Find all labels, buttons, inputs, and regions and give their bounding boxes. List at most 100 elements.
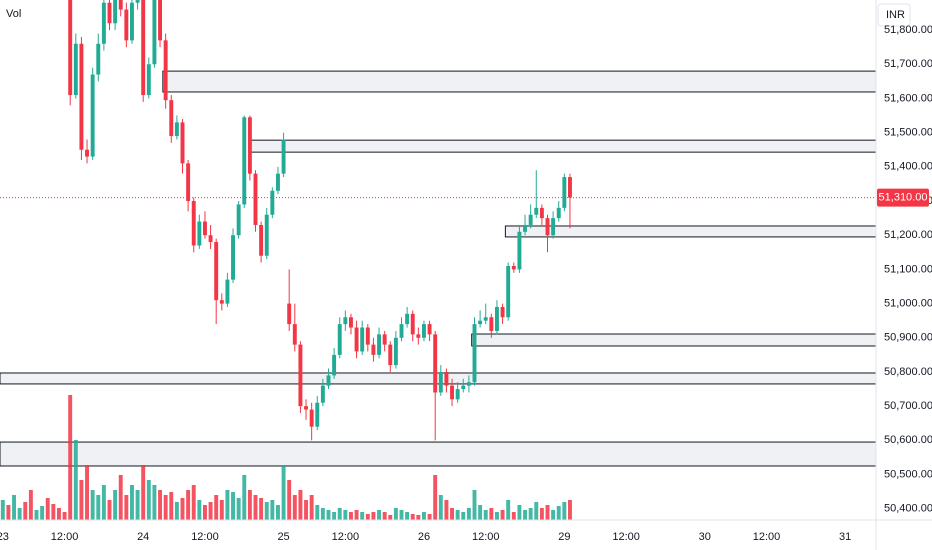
volume-bar — [197, 500, 202, 520]
candle-body — [567, 177, 572, 198]
candle-body — [461, 385, 466, 390]
x-tick-label: 12:00 — [332, 531, 360, 543]
candle-body — [354, 327, 359, 352]
candle-body — [483, 317, 488, 321]
candle-body — [348, 317, 353, 328]
y-tick-label: 50,600.00 — [884, 434, 932, 446]
last-price-tag — [877, 188, 929, 207]
candle-body — [360, 327, 365, 352]
candle-body — [174, 122, 179, 137]
volume-bar — [180, 498, 185, 520]
x-tick-label: 24 — [137, 531, 149, 543]
candle-body — [539, 207, 544, 219]
volume-bar — [287, 480, 292, 520]
volume-bar — [85, 465, 90, 520]
volume-bar — [96, 495, 101, 520]
candle-body — [343, 317, 348, 325]
candle-body — [494, 307, 499, 331]
volume-bar — [421, 512, 426, 520]
volume-bar — [146, 480, 151, 520]
plot-area — [0, 0, 876, 520]
volume-label: Vol — [6, 8, 21, 20]
volume-bar — [517, 505, 522, 520]
candle-body — [73, 43, 78, 96]
volume-bar — [0, 500, 5, 520]
volume-bar — [461, 512, 466, 520]
candle-body — [231, 235, 236, 280]
volume-bar — [174, 502, 179, 520]
x-tick-label: 30 — [699, 531, 711, 543]
y-tick-label: 51,800.00 — [884, 24, 932, 36]
candle-body — [141, 0, 146, 96]
volume-bar — [320, 508, 325, 520]
currency-box — [877, 3, 911, 27]
volume-bar — [382, 512, 387, 520]
candle-body — [124, 9, 129, 41]
y-tick-label: 51,400.00 — [884, 161, 932, 173]
last-price-label: 51,310.00 — [879, 192, 928, 204]
candle-body — [118, 0, 123, 10]
candle-body — [562, 177, 567, 208]
candle-body — [534, 207, 539, 215]
candle-body — [545, 218, 550, 236]
candle-body — [427, 324, 432, 335]
volume-bar — [231, 492, 236, 520]
volume-bar — [343, 510, 348, 520]
volume-bar — [405, 512, 410, 520]
candle-body — [259, 224, 264, 256]
volume-bar — [79, 480, 84, 520]
zone — [471, 333, 876, 347]
candle-body — [326, 375, 331, 386]
volume-bar — [494, 512, 499, 520]
candle-body — [556, 207, 561, 219]
volume-bar — [416, 515, 421, 520]
candle-body — [242, 117, 247, 205]
volume-bar — [500, 510, 505, 520]
candle-body — [90, 74, 95, 157]
zone — [0, 372, 876, 385]
volume-bar — [511, 512, 516, 520]
candle-body — [270, 190, 275, 215]
volume-bar — [551, 510, 556, 520]
volume-bar — [444, 500, 449, 520]
volume-bar — [118, 475, 123, 520]
volume-bar — [90, 490, 95, 520]
candle-body — [163, 40, 168, 101]
candle-body — [186, 163, 191, 202]
candle-body — [500, 307, 505, 318]
candle-body — [421, 324, 426, 338]
candle-body — [478, 320, 483, 325]
volume-bar — [113, 490, 118, 520]
volume-bar — [450, 508, 455, 520]
x-tick-label: 23 — [0, 531, 9, 543]
candle-body — [405, 313, 410, 325]
volume-bar — [523, 510, 528, 520]
volume-bar — [186, 490, 191, 520]
volume-bar — [388, 515, 393, 520]
volume-bar — [298, 490, 303, 520]
volume-bar — [169, 492, 174, 520]
candle-body — [309, 409, 314, 427]
volume-bar — [129, 485, 134, 520]
volume-bar — [12, 495, 17, 520]
candle-body — [146, 64, 151, 96]
candle-body — [225, 279, 230, 304]
volume-bar — [62, 512, 67, 520]
candle-body — [377, 334, 382, 355]
candle-body — [197, 221, 202, 246]
volume-bar — [242, 475, 247, 520]
volume-bar — [455, 510, 460, 520]
volume-bar — [534, 502, 539, 520]
x-tick-label: 29 — [558, 531, 570, 543]
volume-bar — [73, 440, 78, 520]
volume-bar — [225, 490, 230, 520]
volume-bar — [309, 495, 314, 520]
x-tick-label: 12:00 — [191, 531, 219, 543]
volume-bar — [337, 508, 342, 520]
volume-bar — [326, 510, 331, 520]
y-tick-label: 51,600.00 — [884, 92, 932, 104]
candle-body — [399, 324, 404, 338]
volume-bar — [281, 465, 286, 520]
y-tick-label: 50,400.00 — [884, 503, 932, 515]
